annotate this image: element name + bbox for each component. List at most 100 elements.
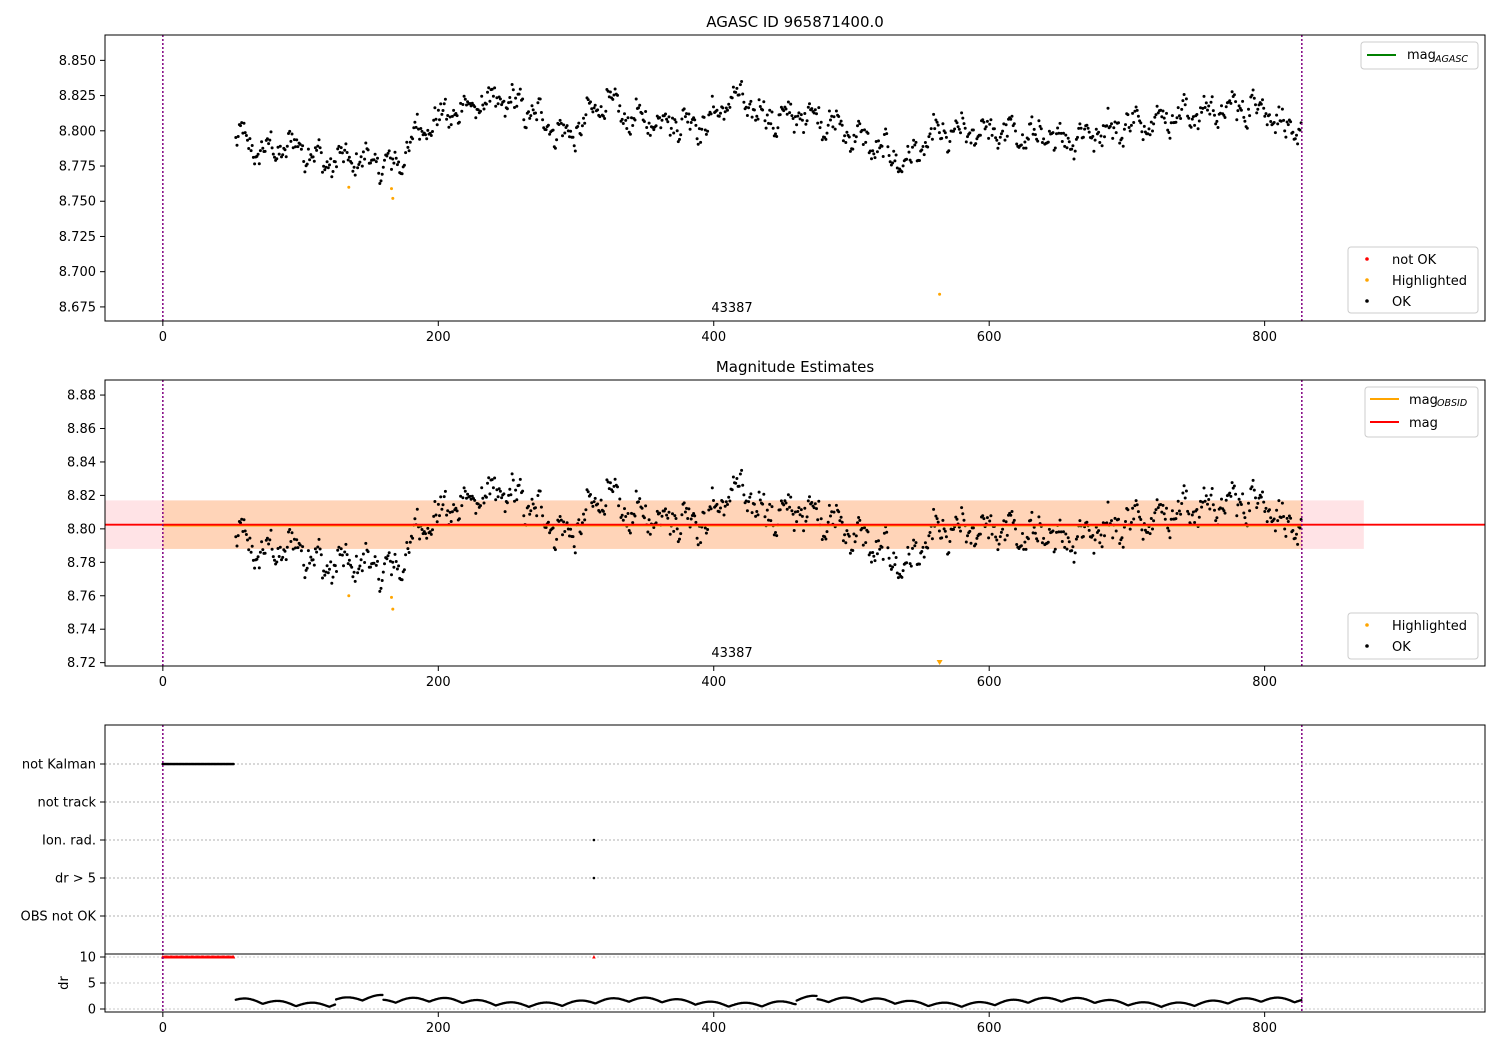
ok-point (634, 97, 638, 101)
ok-point (941, 122, 945, 126)
ok-point (486, 90, 489, 94)
ok-point (960, 111, 964, 115)
ok-point (518, 87, 522, 91)
ok-point (347, 558, 351, 562)
ok-point (800, 118, 804, 122)
ok-point (1091, 534, 1095, 537)
highlighted-point (390, 595, 393, 599)
ok-point (539, 505, 543, 509)
ok-point (1154, 113, 1158, 117)
ok-point (381, 570, 385, 574)
ok-point (328, 163, 331, 167)
ok-point (1250, 485, 1254, 489)
ok-point (404, 151, 408, 155)
ok-point (1073, 551, 1077, 555)
ok-point (445, 117, 449, 121)
ok-point (463, 489, 467, 493)
ok-point (565, 124, 569, 128)
ok-point (531, 108, 535, 112)
ok-point (1179, 512, 1183, 516)
ok-point (699, 541, 703, 545)
ok-point (959, 131, 962, 135)
ok-point (235, 143, 239, 147)
ok-point (436, 502, 440, 506)
ok-point (1228, 491, 1232, 495)
ok-point (321, 170, 324, 174)
ok-point (961, 116, 965, 120)
ok-point (345, 151, 349, 154)
ok-point (390, 573, 393, 577)
ok-point (697, 127, 701, 131)
ok-point (853, 140, 857, 144)
ok-point (1120, 536, 1124, 540)
ok-point (333, 564, 337, 568)
ok-point (1110, 519, 1113, 523)
ok-point (573, 149, 577, 153)
ok-point (419, 127, 423, 130)
ok-point (544, 526, 548, 529)
ok-point (1210, 95, 1214, 99)
ok-point (488, 492, 492, 496)
ok-point (1168, 536, 1172, 540)
legend-marker-highlighted (1365, 278, 1369, 282)
ok-point (637, 106, 640, 110)
ok-point (1283, 129, 1287, 133)
ok-point (289, 139, 293, 143)
ok-point (1248, 114, 1252, 118)
ok-point (852, 133, 856, 137)
ok-point (302, 160, 306, 163)
ok-point (608, 90, 612, 94)
ok-point (647, 518, 651, 522)
ok-point (1206, 108, 1209, 112)
ok-point (1174, 120, 1178, 124)
ok-point (418, 137, 422, 141)
ok-point (1087, 130, 1091, 134)
ok-point (989, 118, 993, 122)
ok-point (825, 131, 829, 135)
ok-point (246, 138, 249, 142)
ok-point (260, 140, 264, 144)
ok-point (596, 502, 600, 506)
ok-point (996, 548, 1000, 552)
legend-sub-agasc: AGASC (1434, 54, 1468, 65)
ok-point (344, 542, 348, 546)
ok-point (518, 477, 522, 481)
ok-point (652, 128, 656, 132)
ok-point (866, 530, 870, 534)
ok-point (935, 517, 939, 521)
ok-point (460, 109, 464, 113)
x-tick-label: 600 (977, 675, 1002, 690)
ok-point (322, 569, 326, 573)
ok-point (598, 510, 602, 514)
ok-point (921, 145, 925, 148)
ok-point (1254, 103, 1257, 107)
ok-point (1070, 147, 1074, 151)
ok-point (358, 160, 362, 164)
ok-point (267, 542, 271, 546)
ok-point (369, 161, 372, 165)
ok-point (892, 551, 896, 555)
ok-point (1241, 99, 1245, 103)
ok-point (926, 546, 930, 550)
ok-point (408, 540, 412, 544)
ok-point (357, 567, 361, 571)
flag-label: not Kalman (22, 758, 96, 773)
ok-point (997, 142, 1001, 146)
ok-point (473, 498, 477, 502)
ok-point (509, 493, 513, 497)
ok-point (763, 515, 767, 519)
ok-point (1239, 503, 1243, 506)
ok-point (294, 546, 297, 550)
ok-point (1159, 108, 1163, 112)
ok-point (288, 129, 292, 133)
ok-point (1103, 135, 1106, 139)
ok-point (1214, 122, 1218, 126)
ok-point (1193, 123, 1197, 127)
ok-point (896, 576, 900, 580)
ok-point (373, 555, 377, 559)
ok-point (278, 144, 282, 148)
ok-point (1003, 138, 1007, 142)
ok-point (693, 118, 697, 122)
ok-point (693, 514, 697, 518)
ok-point (652, 526, 656, 529)
